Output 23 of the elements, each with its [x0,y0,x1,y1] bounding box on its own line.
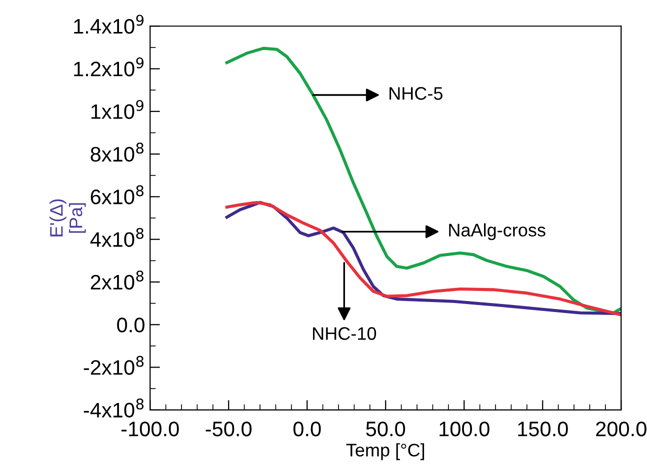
y-tick-label: 2x10$^{8}$ [90,270,144,290]
x-axis-title: Temp [°C] [346,443,424,460]
y-tick-label: 1x10$^{9}$ [91,100,144,120]
x-tick-label: 50.0 [366,422,406,436]
y-tick-label: 0.0 [117,318,144,332]
y-tick-label: 8x10$^{8}$ [90,142,144,162]
x-tick-label: -100.0 [121,422,179,436]
annotation: NaAlg-cross [449,223,546,240]
x-tick-label: -50.0 [206,422,252,436]
y-axis-title: E'(Δ) [Pa] [50,199,86,236]
y-tick-label: 6x10$^{8}$ [90,185,144,204]
y-tick-label: 1.4x10$^{9}$ [74,14,144,34]
line-series [225,46,622,314]
x-tick-label: 100.0 [440,422,490,436]
x-tick-label: 150.0 [518,422,568,436]
y-tick-label: 4x10$^{8}$ [90,228,144,247]
y-tick-label: -2x10$^{8}$ [84,356,144,375]
y-tick-label: 1.2x10$^{9}$ [74,57,144,76]
annotation: NHC-5 [390,87,442,100]
x-tick-label: 200.0 [596,422,646,436]
x-tick-label: 0.0 [293,422,321,436]
annotation: NHC-10 [313,327,376,340]
y-tick-label: -4x10$^{8}$ [84,398,144,418]
